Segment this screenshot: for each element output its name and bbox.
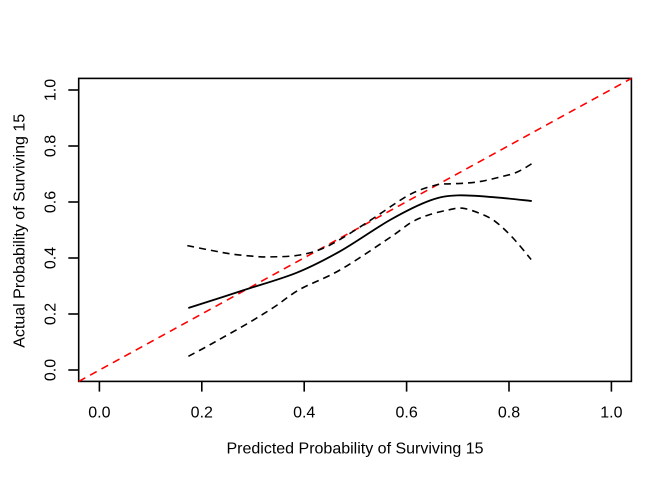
svg-text:0.6: 0.6: [395, 405, 417, 422]
svg-text:0.2: 0.2: [43, 303, 60, 325]
svg-text:0.8: 0.8: [498, 405, 520, 422]
svg-text:1.0: 1.0: [43, 79, 60, 101]
svg-text:0.4: 0.4: [43, 247, 60, 269]
svg-text:0.4: 0.4: [293, 405, 315, 422]
svg-text:0.8: 0.8: [43, 135, 60, 157]
svg-text:0.6: 0.6: [43, 191, 60, 213]
svg-text:0.0: 0.0: [88, 405, 110, 422]
svg-text:Actual Probability of Survivin: Actual Probability of Surviving 15: [12, 114, 29, 348]
svg-text:Predicted Probability of Survi: Predicted Probability of Surviving 15: [226, 440, 483, 457]
svg-text:0.2: 0.2: [191, 405, 213, 422]
svg-text:0.0: 0.0: [43, 359, 60, 381]
svg-text:1.0: 1.0: [600, 405, 622, 422]
